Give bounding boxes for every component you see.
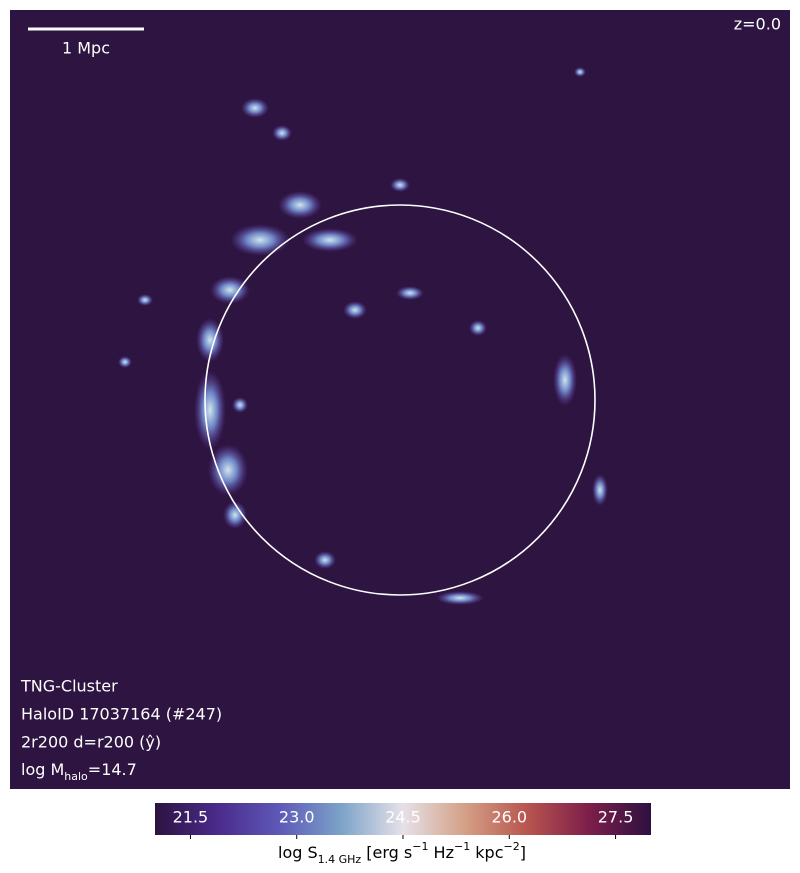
map-panel <box>10 10 790 789</box>
colorbar-tick-label: 27.5 <box>598 808 634 827</box>
label-part: log M <box>21 760 64 779</box>
panel-label: HaloID 17037164 (#247) <box>21 705 222 724</box>
redshift: z=0.0 <box>734 15 781 34</box>
label-part: =14.7 <box>88 760 137 779</box>
r200-circle <box>204 204 596 596</box>
mass-label: log Mhalo=14.7 <box>21 760 137 783</box>
label-part: kpc <box>470 843 503 862</box>
label-part: 1.4 GHz <box>318 853 362 866</box>
label-part: −1 <box>454 840 470 853</box>
panel-labels: TNG-Cluster HaloID 17037164 (#247) 2r200 d… <box>20 677 222 752</box>
panel-label: TNG-Cluster <box>20 677 118 696</box>
label-part: [erg s <box>361 843 412 862</box>
label-part: ] <box>520 843 526 862</box>
colorbar-tick-label: 23.0 <box>279 808 315 827</box>
colorbar-tick-label: 26.0 <box>491 808 527 827</box>
colorbar-tick-label: 21.5 <box>173 808 209 827</box>
emission-blobs <box>118 67 608 605</box>
colorbar-ticks: 21.5 23.0 24.5 26.0 27.5 <box>173 808 634 839</box>
label-part: halo <box>64 770 88 783</box>
colorbar-tick-label: 24.5 <box>385 808 421 827</box>
panel-label: 2r200 d=r200 (ŷ) <box>21 733 161 752</box>
label-part: −2 <box>504 840 520 853</box>
label-part: log S <box>278 843 318 862</box>
scale-bar-label: 1 Mpc <box>62 39 110 58</box>
colorbar <box>155 803 651 835</box>
label-part: −1 <box>412 840 428 853</box>
label-part: Hz <box>428 843 454 862</box>
colorbar-label: log S1.4 GHz [erg s−1 Hz−1 kpc−2] <box>278 840 526 866</box>
